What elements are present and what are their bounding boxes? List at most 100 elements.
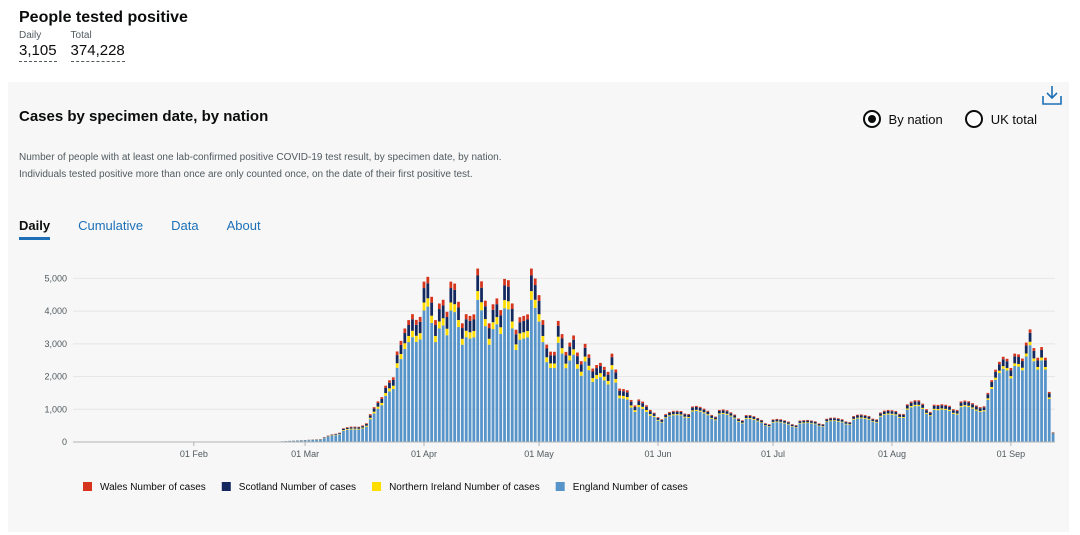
bar-wales[interactable] — [345, 427, 349, 428]
bar-northern-ireland[interactable] — [633, 410, 637, 412]
bar-england[interactable] — [361, 428, 364, 442]
bar-wales[interactable] — [460, 323, 464, 329]
bar-scotland[interactable] — [380, 398, 384, 403]
bar-northern-ireland[interactable] — [767, 426, 771, 427]
bar-northern-ireland[interactable] — [779, 421, 783, 423]
bar-northern-ireland[interactable] — [652, 415, 656, 417]
bar-wales[interactable] — [388, 380, 391, 383]
bar-wales[interactable] — [744, 415, 748, 416]
bar-england[interactable] — [376, 408, 380, 442]
bar-england[interactable] — [526, 337, 529, 442]
bar-scotland[interactable] — [345, 427, 349, 430]
bar-scotland[interactable] — [464, 319, 468, 331]
bar-northern-ireland[interactable] — [821, 426, 825, 427]
bar-england[interactable] — [480, 310, 483, 442]
bar-england[interactable] — [974, 410, 978, 442]
bar-scotland[interactable] — [951, 410, 955, 413]
bar-scotland[interactable] — [499, 315, 503, 328]
bar-wales[interactable] — [671, 410, 675, 412]
bar-scotland[interactable] — [806, 420, 809, 423]
bar-northern-ireland[interactable] — [553, 363, 556, 369]
bar-wales[interactable] — [921, 403, 925, 405]
bar-northern-ireland[interactable] — [1047, 397, 1051, 399]
bar-northern-ireland[interactable] — [917, 404, 921, 407]
bar-england[interactable] — [717, 414, 721, 442]
bar-northern-ireland[interactable] — [418, 333, 422, 340]
bar-northern-ireland[interactable] — [572, 349, 575, 355]
bar-wales[interactable] — [848, 422, 852, 423]
bar-wales[interactable] — [407, 320, 411, 325]
bar-northern-ireland[interactable] — [679, 414, 683, 416]
bar-wales[interactable] — [959, 401, 963, 403]
bar-northern-ireland[interactable] — [748, 417, 752, 419]
bar-england[interactable] — [913, 406, 917, 442]
bar-wales[interactable] — [829, 417, 832, 419]
bar-england[interactable] — [510, 328, 514, 442]
bar-wales[interactable] — [629, 399, 633, 402]
bar-scotland[interactable] — [457, 307, 460, 321]
bar-wales[interactable] — [859, 414, 863, 416]
bar-wales[interactable] — [787, 421, 790, 423]
bar-england[interactable] — [384, 395, 388, 442]
bar-northern-ireland[interactable] — [645, 410, 648, 412]
bar-wales[interactable] — [476, 268, 480, 276]
bar-scotland[interactable] — [721, 410, 725, 414]
bar-england[interactable] — [338, 434, 341, 442]
bar-scotland[interactable] — [648, 411, 652, 415]
bar-scotland[interactable] — [418, 321, 422, 334]
bar-scotland[interactable] — [583, 347, 587, 357]
bar-wales[interactable] — [886, 409, 890, 411]
bar-england[interactable] — [936, 410, 940, 442]
bar-northern-ireland[interactable] — [856, 417, 859, 419]
bar-scotland[interactable] — [441, 305, 445, 319]
bar-england[interactable] — [829, 421, 832, 442]
bar-wales[interactable] — [971, 403, 974, 405]
bar-scotland[interactable] — [890, 411, 894, 414]
bar-wales[interactable] — [767, 424, 771, 425]
radio-by-nation-circle[interactable] — [862, 110, 881, 128]
bar-wales[interactable] — [602, 366, 606, 370]
bar-scotland[interactable] — [629, 401, 633, 406]
bar-scotland[interactable] — [863, 415, 867, 419]
bar-northern-ireland[interactable] — [641, 406, 645, 409]
bar-scotland[interactable] — [717, 410, 721, 414]
bar-scotland[interactable] — [775, 419, 779, 422]
bar-northern-ireland[interactable] — [625, 396, 629, 400]
bar-northern-ireland[interactable] — [1009, 376, 1013, 379]
bar-england[interactable] — [1021, 370, 1024, 442]
bar-wales[interactable] — [1021, 358, 1024, 362]
bar-england[interactable] — [614, 382, 618, 442]
bar-england[interactable] — [848, 424, 852, 442]
bar-england[interactable] — [395, 367, 399, 442]
bar-wales[interactable] — [468, 315, 472, 321]
bar-scotland[interactable] — [361, 426, 364, 428]
bar-england[interactable] — [794, 427, 798, 442]
bar-northern-ireland[interactable] — [997, 370, 1001, 374]
bar-wales[interactable] — [495, 298, 499, 305]
bar-wales[interactable] — [1017, 354, 1020, 357]
bar-scotland[interactable] — [518, 322, 522, 334]
bar-scotland[interactable] — [618, 390, 622, 396]
bar-northern-ireland[interactable] — [449, 302, 453, 311]
bar-england[interactable] — [771, 422, 775, 442]
bar-wales[interactable] — [560, 334, 564, 339]
bar-wales[interactable] — [510, 303, 514, 310]
bar-scotland[interactable] — [944, 405, 948, 409]
bar-wales[interactable] — [368, 414, 372, 416]
bar-scotland[interactable] — [553, 355, 556, 364]
bar-england[interactable] — [491, 329, 495, 442]
bar-wales[interactable] — [633, 405, 637, 407]
bar-northern-ireland[interactable] — [875, 421, 879, 423]
bar-england[interactable] — [856, 418, 859, 442]
bar-england[interactable] — [691, 411, 694, 442]
bar-england[interactable] — [599, 377, 602, 442]
bar-northern-ireland[interactable] — [921, 407, 925, 410]
bar-england[interactable] — [541, 342, 545, 442]
bar-england[interactable] — [806, 423, 809, 442]
bar-scotland[interactable] — [779, 419, 783, 422]
bar-wales[interactable] — [595, 365, 598, 369]
bar-scotland[interactable] — [391, 379, 395, 386]
bar-northern-ireland[interactable] — [556, 336, 560, 343]
bar-england[interactable] — [357, 429, 361, 442]
bar-wales[interactable] — [441, 299, 445, 306]
